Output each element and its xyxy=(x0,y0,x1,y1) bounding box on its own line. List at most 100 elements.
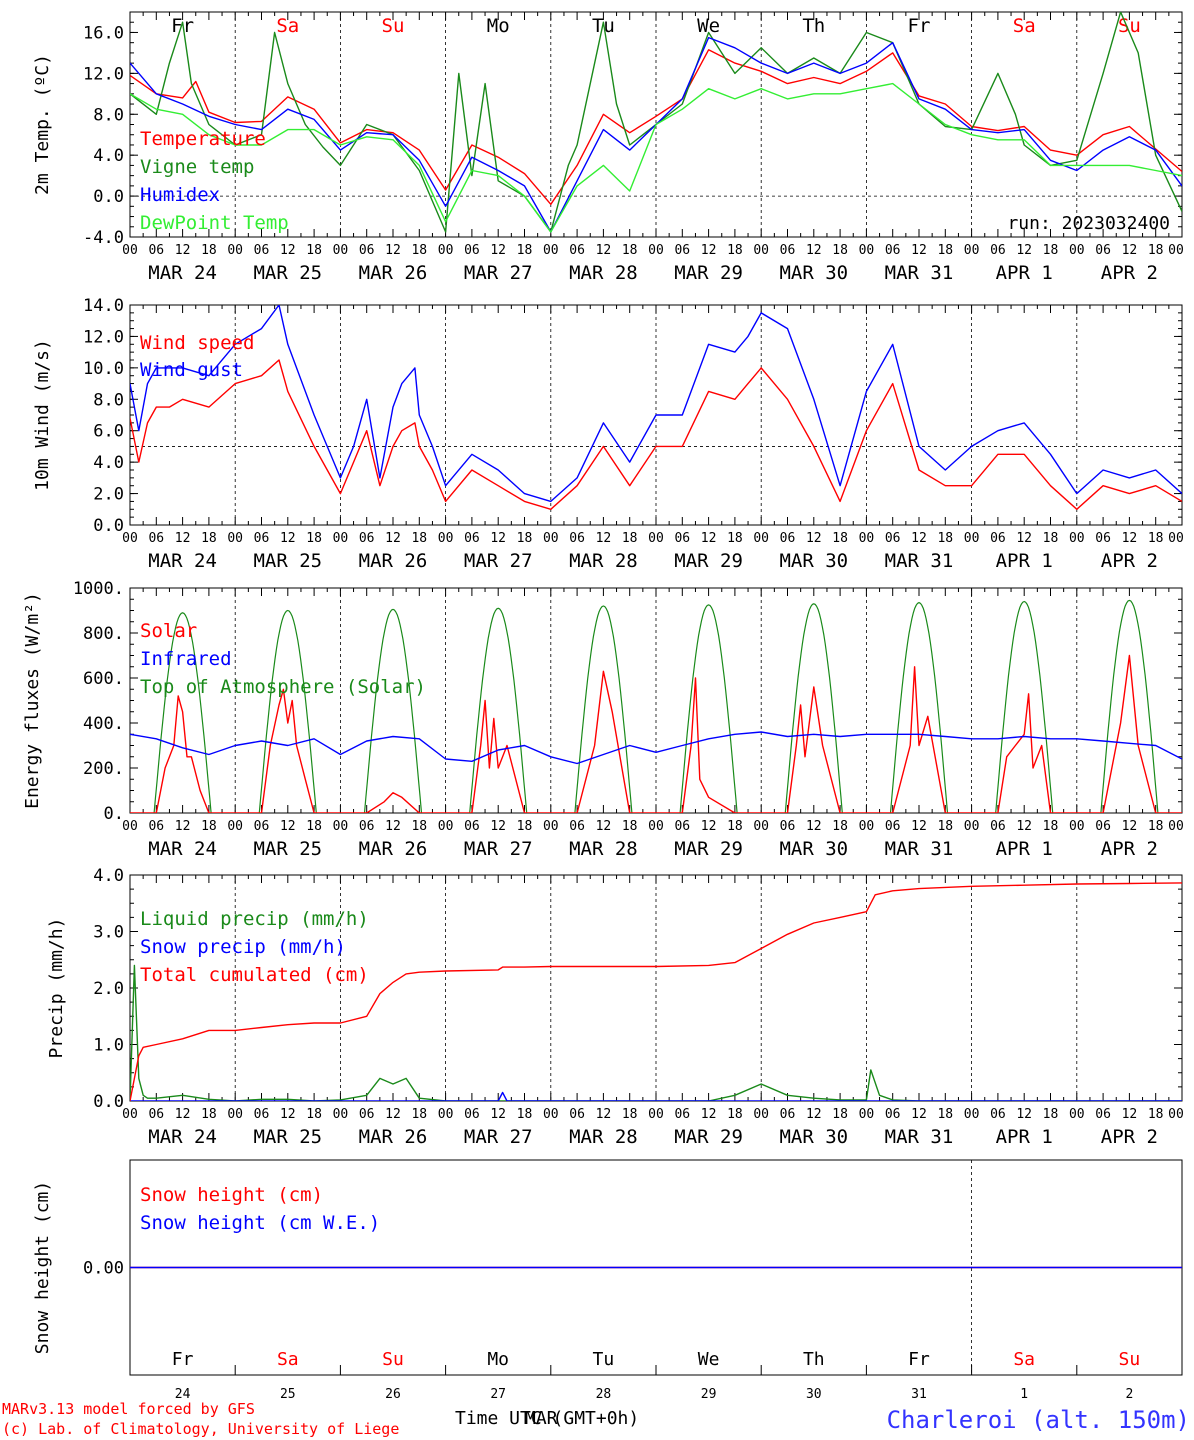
legend-entry: Snow height (cm) xyxy=(140,1184,323,1206)
hour-tick-label: 00 xyxy=(1069,1107,1085,1122)
hour-tick-label: 18 xyxy=(201,531,217,546)
date-label: APR 1 xyxy=(996,550,1053,572)
hour-tick-label: 18 xyxy=(517,243,533,258)
hour-tick-label: 12 xyxy=(385,243,401,258)
y-tick-label: -4.0 xyxy=(83,228,124,248)
hour-tick-label: 12 xyxy=(175,1107,191,1122)
date-label: MAR 25 xyxy=(253,838,322,860)
hour-tick-label: 06 xyxy=(148,1107,164,1122)
y-axis-label: Energy fluxes (W/m²) xyxy=(22,592,43,809)
hour-tick-label: 00 xyxy=(1069,819,1085,834)
hour-tick-label: 06 xyxy=(569,1107,585,1122)
y-tick-label: 6.0 xyxy=(93,422,124,442)
hour-tick-label: 12 xyxy=(175,243,191,258)
hour-tick-label: 00 xyxy=(227,819,243,834)
hour-tick-label: 00 xyxy=(964,243,980,258)
hour-tick-label: 06 xyxy=(148,243,164,258)
hour-tick-label: 00 xyxy=(753,1107,769,1122)
hour-tick-label: 06 xyxy=(674,243,690,258)
day-number-label: 25 xyxy=(280,1387,296,1402)
hour-tick-label: 06 xyxy=(254,819,270,834)
chart-panel-2: 0.0 2.0 4.0 6.0 8.0 10.0 12.0 14.0 10m Wind (m/s… xyxy=(32,296,1184,572)
date-label: MAR 29 xyxy=(674,550,743,572)
hour-tick-label: 18 xyxy=(1148,243,1164,258)
hour-tick-label: 00 xyxy=(122,1107,138,1122)
hour-tick-label: 00 xyxy=(543,243,559,258)
series-line-top-of-atmosphere xyxy=(153,599,1159,813)
hour-tick-label: 12 xyxy=(701,243,717,258)
hour-tick-label: 00 xyxy=(333,1107,349,1122)
hour-tick-label: 06 xyxy=(990,1107,1006,1122)
hour-tick-label: 18 xyxy=(1148,1107,1164,1122)
date-label: MAR 28 xyxy=(569,1126,638,1148)
weekday-label: Fr xyxy=(908,15,931,37)
hour-tick-label: 06 xyxy=(780,243,796,258)
date-label: MAR 30 xyxy=(779,838,848,860)
hour-tick-label: 18 xyxy=(201,819,217,834)
hour-tick-label: 12 xyxy=(911,243,927,258)
hour-tick-label: 12 xyxy=(280,531,296,546)
day-number-label: 1 xyxy=(1020,1387,1028,1402)
day-number-label: 28 xyxy=(596,1387,612,1402)
hour-tick-label: 12 xyxy=(1016,819,1032,834)
day-number-label: 27 xyxy=(490,1387,506,1402)
hour-tick-label: 06 xyxy=(569,819,585,834)
hour-tick-label: 18 xyxy=(832,531,848,546)
series-line-vigne-temp xyxy=(130,12,1182,233)
hour-tick-label: 18 xyxy=(517,819,533,834)
date-label: MAR 25 xyxy=(253,1126,322,1148)
chart-panel-1: -4.0 0.0 4.0 8.0 12.0 16.0 2m Temp. (ºC) 00 06 12… xyxy=(32,11,1184,284)
date-label: MAR 28 xyxy=(569,838,638,860)
hour-tick-label: 00 xyxy=(648,1107,664,1122)
date-label: MAR 29 xyxy=(674,838,743,860)
hour-tick-label: 18 xyxy=(727,531,743,546)
hour-tick-label: 12 xyxy=(596,243,612,258)
date-label: MAR 31 xyxy=(885,550,954,572)
hour-tick-label: 18 xyxy=(306,531,322,546)
weekday-label: Su xyxy=(382,1349,404,1370)
weekday-label: Su xyxy=(1119,1349,1141,1370)
date-label: MAR 30 xyxy=(779,262,848,284)
weekday-label: Th xyxy=(802,15,825,37)
date-label: MAR 30 xyxy=(779,550,848,572)
hour-tick-label: 00 xyxy=(1168,243,1184,258)
date-label: APR 2 xyxy=(1101,1126,1158,1148)
hour-tick-label: 00 xyxy=(964,1107,980,1122)
date-label: APR 2 xyxy=(1101,550,1158,572)
hour-tick-label: 18 xyxy=(622,531,638,546)
hour-tick-label: 18 xyxy=(201,243,217,258)
time-axis-overlay: MAR xyxy=(525,1408,558,1429)
date-label: MAR 25 xyxy=(253,550,322,572)
hour-tick-label: 00 xyxy=(333,243,349,258)
y-tick-label: 0.0 xyxy=(93,1092,124,1112)
weekday-label: We xyxy=(697,15,720,37)
series-line-infrared xyxy=(130,731,1182,765)
hour-tick-label: 12 xyxy=(1122,243,1138,258)
date-label: MAR 24 xyxy=(148,262,217,284)
hour-tick-label: 12 xyxy=(911,819,927,834)
day-number-label: 31 xyxy=(911,1387,927,1402)
legend-entry: Snow precip (mm/h) xyxy=(140,936,346,958)
hour-tick-label: 06 xyxy=(1095,243,1111,258)
hour-tick-label: 12 xyxy=(1122,819,1138,834)
hour-tick-label: 12 xyxy=(911,1107,927,1122)
hour-tick-label: 18 xyxy=(306,243,322,258)
hour-tick-label: 00 xyxy=(964,531,980,546)
chart-panel-4: 0.0 1.0 2.0 3.0 4.0 Precip (mm/h) 00 06 12 18 MAR … xyxy=(46,866,1184,1148)
hour-tick-label: 06 xyxy=(359,243,375,258)
y-tick-label: 14.0 xyxy=(83,296,124,316)
model-credit: MARv3.13 model forced by GFS xyxy=(2,1400,255,1418)
hour-tick-label: 12 xyxy=(1122,1107,1138,1122)
day-number-label: 2 xyxy=(1125,1387,1133,1402)
weekday-label: Sa xyxy=(1013,1349,1035,1370)
hour-tick-label: 00 xyxy=(648,531,664,546)
date-label: MAR 31 xyxy=(885,262,954,284)
hour-tick-label: 18 xyxy=(1043,243,1059,258)
hour-tick-label: 12 xyxy=(596,531,612,546)
y-tick-label: 0.00 xyxy=(83,1259,124,1279)
hour-tick-label: 18 xyxy=(1148,819,1164,834)
weekday-label: Tu xyxy=(593,1349,615,1370)
hour-tick-label: 06 xyxy=(464,531,480,546)
hour-tick-label: 00 xyxy=(1069,243,1085,258)
hour-tick-label: 06 xyxy=(990,819,1006,834)
